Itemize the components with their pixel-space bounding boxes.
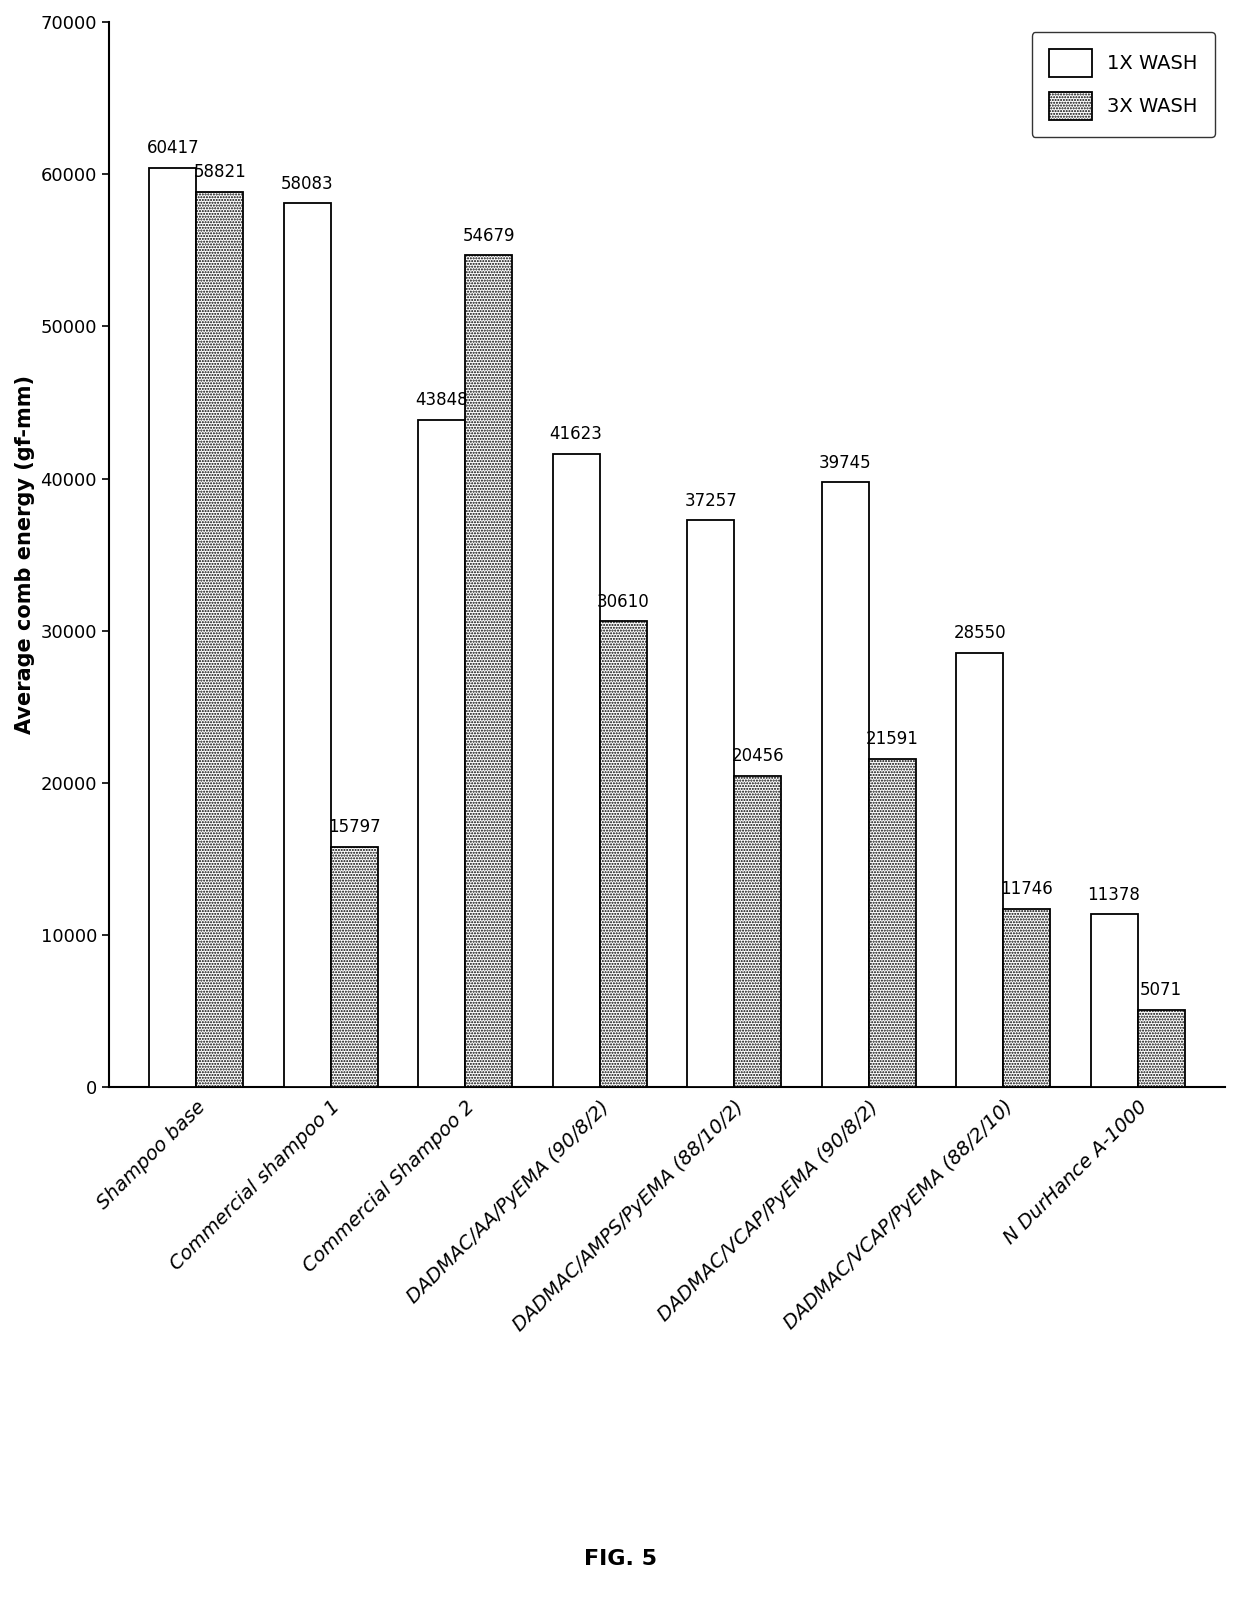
Text: 28550: 28550 — [954, 624, 1006, 643]
Bar — [734, 776, 781, 1087]
Text: 43848: 43848 — [415, 392, 467, 409]
Bar — [196, 192, 243, 1087]
Bar — [687, 520, 734, 1087]
Bar — [1090, 915, 1137, 1087]
Text: 58083: 58083 — [281, 174, 334, 193]
Bar — [553, 454, 600, 1087]
Text: 21591: 21591 — [866, 731, 919, 748]
Text: 60417: 60417 — [146, 139, 200, 157]
Text: 39745: 39745 — [818, 454, 872, 472]
Bar — [600, 622, 647, 1087]
Text: 41623: 41623 — [549, 425, 603, 443]
Text: 11378: 11378 — [1087, 886, 1141, 903]
Text: 58821: 58821 — [193, 163, 247, 181]
Legend: 1X WASH, 3X WASH: 1X WASH, 3X WASH — [1032, 32, 1215, 138]
Text: 20456: 20456 — [732, 747, 784, 766]
Bar — [1137, 1011, 1184, 1087]
Bar — [956, 652, 1003, 1087]
Bar — [284, 203, 331, 1087]
Text: FIG. 5: FIG. 5 — [584, 1549, 656, 1569]
Bar — [331, 847, 378, 1087]
Y-axis label: Average comb energy (gf-mm): Average comb energy (gf-mm) — [15, 376, 35, 734]
Text: 37257: 37257 — [684, 491, 737, 510]
Bar — [1003, 908, 1050, 1087]
Bar — [149, 168, 196, 1087]
Text: 54679: 54679 — [463, 227, 515, 245]
Bar — [869, 760, 915, 1087]
Bar — [418, 421, 465, 1087]
Text: 30610: 30610 — [596, 593, 650, 611]
Bar — [822, 483, 869, 1087]
Text: 15797: 15797 — [327, 819, 381, 836]
Bar — [465, 256, 512, 1087]
Text: 5071: 5071 — [1140, 982, 1182, 999]
Text: 11746: 11746 — [1001, 879, 1053, 899]
